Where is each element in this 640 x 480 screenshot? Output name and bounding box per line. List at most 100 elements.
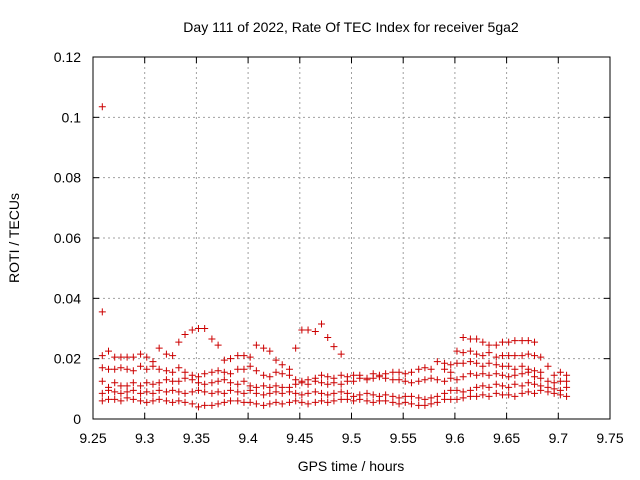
data-point <box>395 368 403 376</box>
data-point <box>318 397 326 405</box>
data-point <box>208 389 216 397</box>
data-point <box>453 359 461 367</box>
data-point <box>234 380 242 388</box>
data-point <box>537 386 545 394</box>
data-point <box>415 401 423 409</box>
data-point <box>304 389 312 397</box>
data-point <box>324 398 332 406</box>
data-point <box>227 370 235 378</box>
data-point <box>129 367 137 375</box>
data-point <box>123 353 131 361</box>
y-axis-label: ROTI / TECUs <box>6 193 22 283</box>
data-point <box>511 337 519 345</box>
data-point <box>188 388 196 396</box>
data-point <box>498 391 506 399</box>
data-point <box>98 103 106 111</box>
data-point <box>98 397 106 405</box>
data-point <box>162 388 170 396</box>
data-point <box>117 364 125 372</box>
data-point <box>395 394 403 402</box>
data-point <box>304 400 312 408</box>
data-point <box>143 388 151 396</box>
data-point <box>246 386 254 394</box>
data-point <box>137 350 145 358</box>
data-point <box>473 392 481 400</box>
data-point <box>505 373 513 381</box>
data-point <box>505 383 513 391</box>
data-point <box>485 371 493 379</box>
data-point <box>311 388 319 396</box>
data-point <box>479 370 487 378</box>
data-point <box>479 391 487 399</box>
data-point <box>363 389 371 397</box>
data-point <box>252 367 260 375</box>
data-point <box>421 364 429 372</box>
data-point <box>194 379 202 387</box>
data-point <box>201 380 209 388</box>
data-point <box>356 374 364 382</box>
data-point <box>473 383 481 391</box>
data-point <box>492 370 500 378</box>
data-point <box>356 395 364 403</box>
data-point <box>208 368 216 376</box>
y-tick-label: 0 <box>73 411 81 427</box>
data-point <box>260 344 268 352</box>
data-point <box>421 401 429 409</box>
data-point <box>149 362 157 370</box>
data-point <box>531 380 539 388</box>
data-point <box>194 386 202 394</box>
data-point <box>111 365 119 373</box>
data-point <box>285 388 293 396</box>
data-point <box>453 347 461 355</box>
data-point <box>492 389 500 397</box>
data-point <box>292 344 300 352</box>
data-point <box>485 392 493 400</box>
data-point <box>447 386 455 394</box>
data-point <box>278 361 286 369</box>
data-point <box>518 382 526 390</box>
data-point <box>330 343 338 351</box>
data-point <box>401 377 409 385</box>
data-point <box>473 350 481 358</box>
data-point <box>485 341 493 349</box>
data-point <box>511 371 519 379</box>
data-point <box>492 361 500 369</box>
data-point <box>162 376 170 384</box>
data-point <box>220 398 228 406</box>
data-point <box>511 380 519 388</box>
data-point <box>369 374 377 382</box>
data-point <box>272 382 280 390</box>
data-point <box>260 391 268 399</box>
data-point <box>498 338 506 346</box>
data-point <box>453 376 461 384</box>
data-point <box>129 395 137 403</box>
data-point <box>382 397 390 405</box>
data-point <box>466 347 474 355</box>
data-point <box>518 370 526 378</box>
data-point <box>563 371 571 379</box>
data-point <box>401 392 409 400</box>
data-point <box>479 382 487 390</box>
data-point <box>407 400 415 408</box>
data-point <box>272 398 280 406</box>
data-point <box>227 397 235 405</box>
data-point <box>466 386 474 394</box>
data-point <box>389 376 397 384</box>
data-point <box>511 365 519 373</box>
data-point <box>111 353 119 361</box>
data-point <box>298 326 306 334</box>
data-point <box>350 371 358 379</box>
data-point <box>169 352 177 360</box>
data-point <box>208 335 216 343</box>
data-point <box>155 379 163 387</box>
data-point <box>395 376 403 384</box>
data-point <box>292 389 300 397</box>
x-tick-label: 9.7 <box>549 430 569 446</box>
data-point <box>447 368 455 376</box>
data-point <box>123 365 131 373</box>
data-point <box>278 389 286 397</box>
data-point <box>266 400 274 408</box>
data-point <box>220 368 228 376</box>
data-point <box>537 368 545 376</box>
